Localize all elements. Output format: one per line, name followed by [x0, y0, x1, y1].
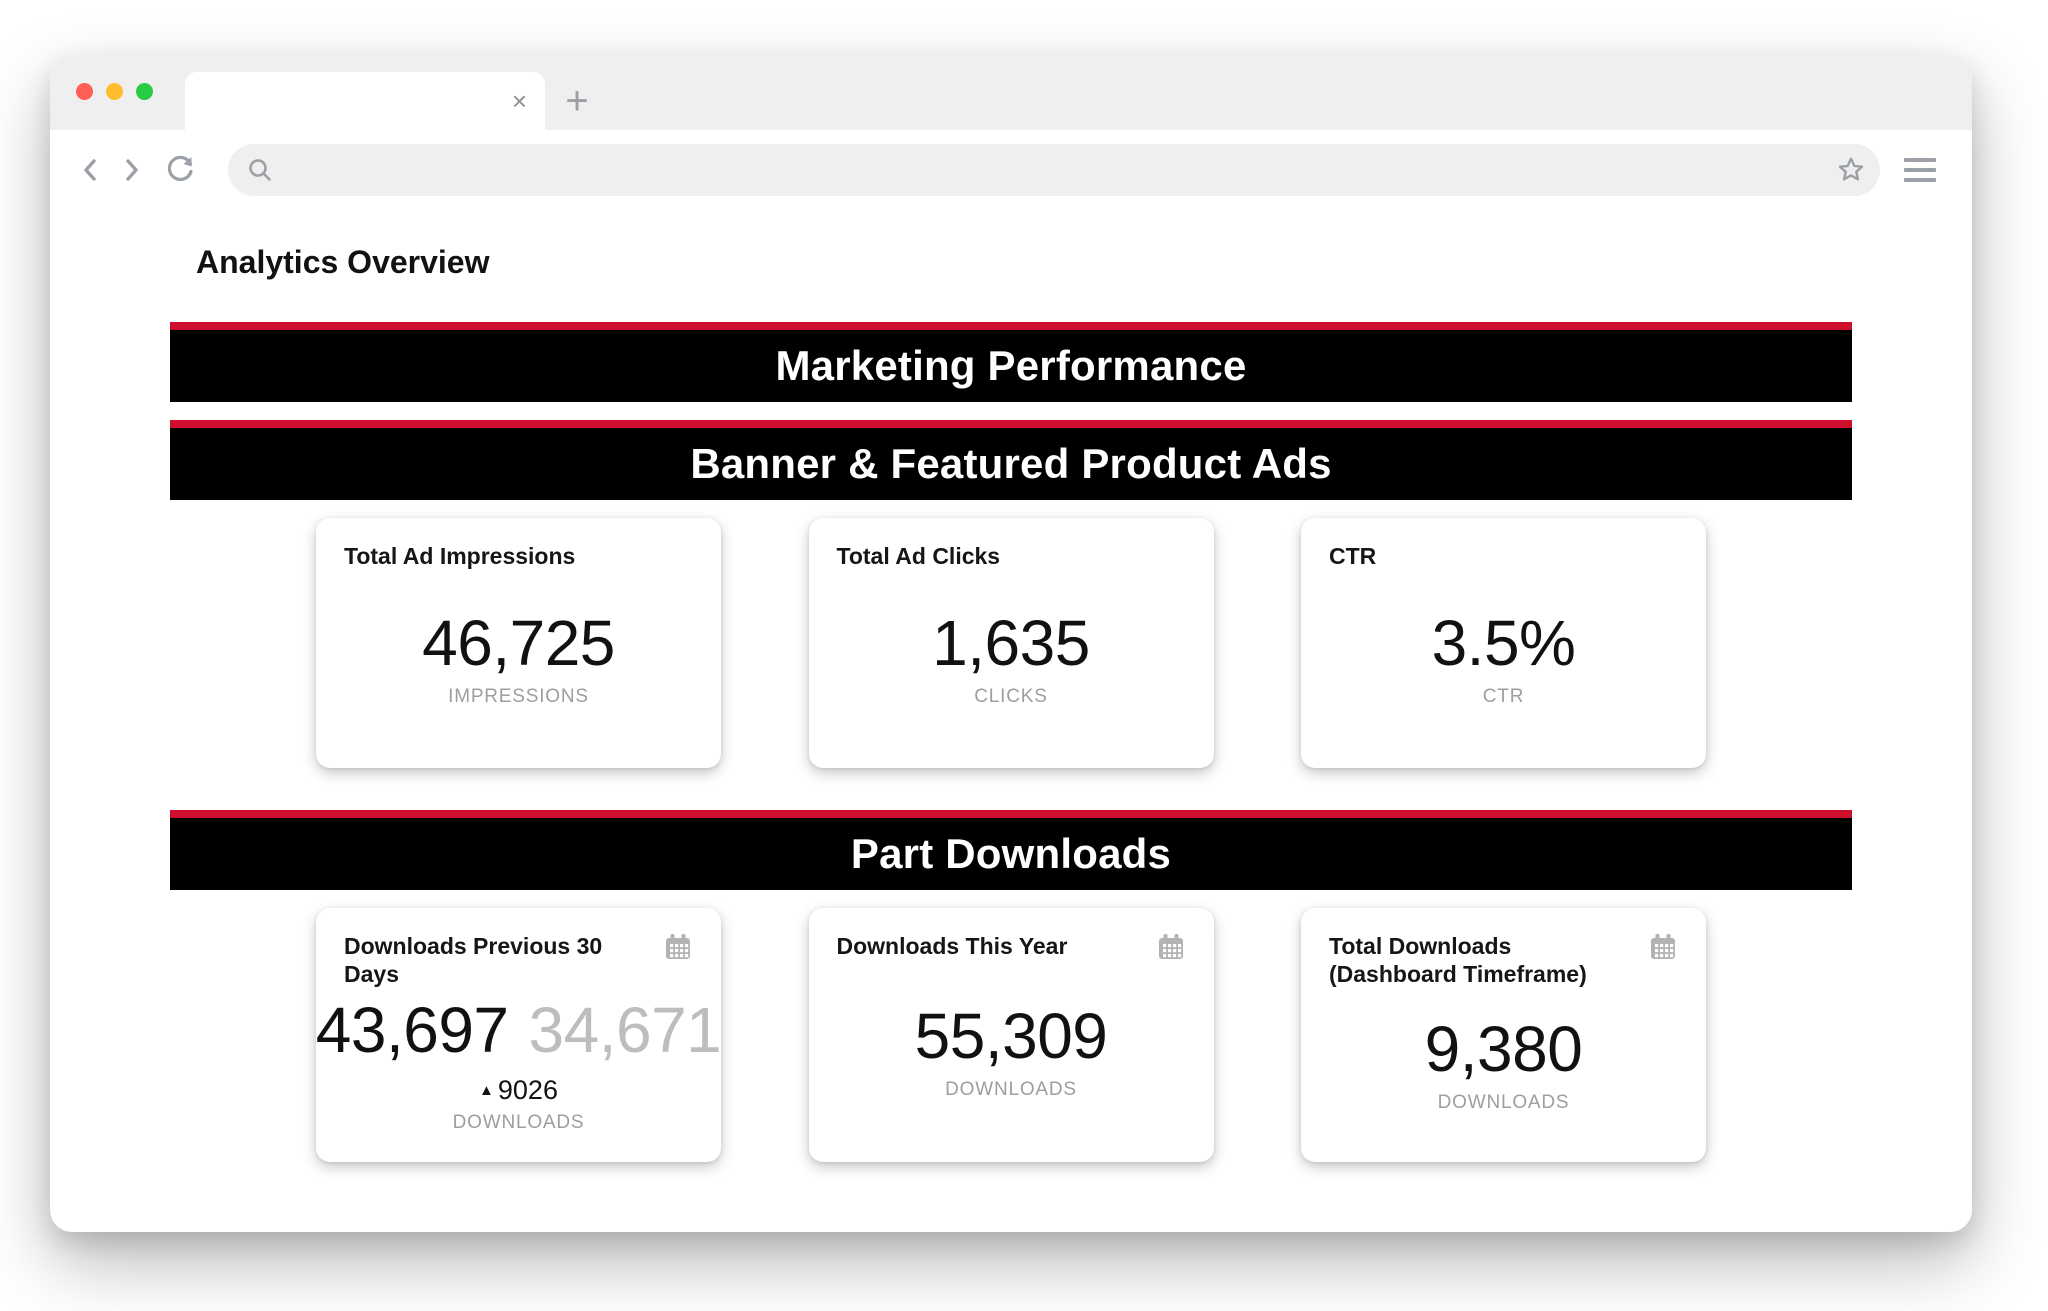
metric-value: 3.5% — [1431, 607, 1576, 679]
metric-value: 43,697 — [315, 993, 509, 1066]
browser-tab[interactable]: × — [185, 72, 545, 130]
metric-label: DOWNLOADS — [1437, 1092, 1570, 1113]
search-icon — [246, 156, 274, 184]
card-title: Downloads This Year — [836, 933, 1068, 959]
banner-red-stripe — [170, 810, 1852, 818]
bookmark-star-icon[interactable] — [1836, 155, 1866, 185]
metric-delta: ▲ 9026 — [479, 1075, 558, 1106]
close-window-button[interactable] — [76, 83, 93, 100]
section-banner-marketing: Marketing Performance — [170, 322, 1852, 402]
metric-label: CTR — [1482, 686, 1525, 707]
metric-secondary-value: 34,671 — [528, 993, 722, 1066]
section-heading-marketing: Marketing Performance — [170, 330, 1852, 402]
metric-label: DOWNLOADS — [945, 1079, 1077, 1100]
address-bar[interactable] — [228, 144, 1880, 196]
metric-value: 9,380 — [1424, 1013, 1583, 1085]
section-heading-downloads: Part Downloads — [170, 818, 1852, 890]
ads-card-grid: Total Ad Impressions 46,725 IMPRESSIONS … — [316, 518, 1706, 768]
metric-value: 55,309 — [914, 1000, 1108, 1072]
calendar-icon[interactable] — [1648, 932, 1678, 962]
metric-label: IMPRESSIONS — [448, 686, 589, 707]
arrow-up-icon: ▲ — [479, 1081, 494, 1099]
card-downloads-prev-30-days: Downloads Previous 30 Days — [315, 908, 722, 1162]
section-banner-ads: Banner & Featured Product Ads — [170, 420, 1852, 500]
card-downloads-this-year: Downloads This Year — [808, 908, 1214, 1162]
card-title: Total Ad Clicks — [836, 543, 1001, 569]
downloads-card-grid: Downloads Previous 30 Days — [316, 908, 1706, 1162]
maximize-window-button[interactable] — [136, 83, 153, 100]
card-ctr: CTR 3.5% CTR — [1301, 518, 1706, 768]
page-content: Analytics Overview Marketing Performance… — [50, 210, 1972, 1162]
calendar-icon[interactable] — [1156, 932, 1186, 962]
card-total-ad-impressions: Total Ad Impressions 46,725 IMPRESSIONS — [316, 518, 721, 768]
back-button[interactable] — [74, 153, 108, 187]
card-title: Downloads Previous 30 Days — [344, 933, 603, 987]
tab-bar: × + — [50, 55, 1972, 130]
metric-value: 1,635 — [932, 607, 1090, 679]
chevron-left-icon — [84, 159, 96, 181]
new-tab-button[interactable]: + — [565, 78, 589, 123]
card-title: Total Ad Impressions — [344, 543, 576, 569]
hamburger-icon — [1904, 178, 1936, 182]
card-title: Total Downloads (Dashboard Timeframe) — [1329, 933, 1587, 987]
metric-delta-value: 9026 — [497, 1074, 558, 1105]
hamburger-icon — [1904, 158, 1936, 162]
window-controls — [76, 83, 153, 100]
browser-toolbar — [50, 130, 1972, 210]
banner-red-stripe — [170, 322, 1852, 330]
browser-menu-button[interactable] — [1904, 153, 1944, 187]
chevron-right-icon — [126, 159, 138, 181]
reload-icon — [167, 155, 193, 182]
section-banner-downloads: Part Downloads — [170, 810, 1852, 890]
metric-label: DOWNLOADS — [452, 1111, 585, 1133]
card-total-ad-clicks: Total Ad Clicks 1,635 CLICKS — [808, 518, 1214, 768]
card-title: CTR — [1329, 543, 1377, 569]
browser-window: × + — [50, 55, 1972, 1232]
section-heading-ads: Banner & Featured Product Ads — [170, 428, 1852, 500]
forward-button[interactable] — [114, 153, 148, 187]
reload-button[interactable] — [162, 152, 198, 188]
minimize-window-button[interactable] — [106, 83, 123, 100]
banner-red-stripe — [170, 420, 1852, 428]
tab-close-icon[interactable]: × — [511, 86, 527, 116]
card-total-downloads: Total Downloads (Dashboard Timeframe) — [1301, 908, 1706, 1162]
hamburger-icon — [1904, 168, 1936, 172]
page-title: Analytics Overview — [196, 244, 490, 280]
calendar-icon[interactable] — [663, 932, 693, 962]
metric-value: 46,725 — [422, 607, 615, 679]
metric-label: CLICKS — [974, 686, 1048, 707]
